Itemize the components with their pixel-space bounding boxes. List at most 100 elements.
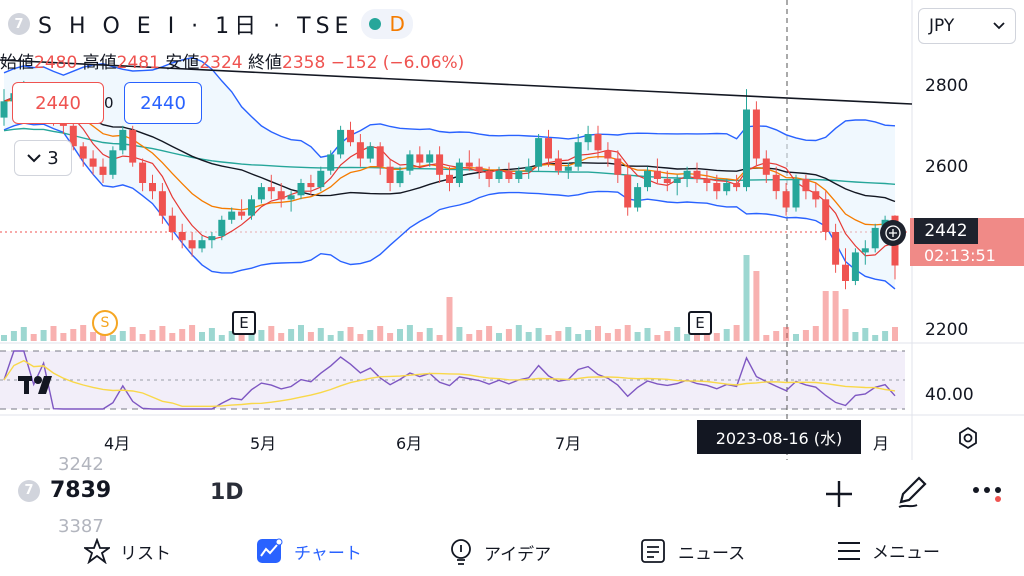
volume-bar xyxy=(90,332,97,341)
nav-chart[interactable]: チャート xyxy=(256,538,362,564)
low-label: 安値 xyxy=(165,53,200,73)
candle-body xyxy=(495,170,503,179)
candle-body xyxy=(129,129,137,163)
volume-bar xyxy=(258,330,265,341)
candle-body xyxy=(198,240,206,249)
rsi-band xyxy=(0,351,905,409)
trend-line[interactable] xyxy=(0,59,913,105)
add-alert-plus-icon[interactable] xyxy=(880,220,906,246)
split-marker[interactable]: S xyxy=(92,310,118,336)
earnings-marker[interactable]: E xyxy=(232,311,256,335)
candle-body xyxy=(822,199,830,232)
volume-bar xyxy=(802,330,809,341)
earnings-marker[interactable]: E xyxy=(688,311,712,335)
chart-canvas[interactable] xyxy=(0,0,1024,460)
volume-bar xyxy=(10,331,17,341)
price-tick-2800: 2800 xyxy=(925,76,969,96)
volume-bar xyxy=(119,331,126,341)
candle-body xyxy=(327,154,335,171)
plus-icon[interactable] xyxy=(823,478,855,510)
volume-bar xyxy=(347,327,354,341)
volume-bar xyxy=(763,335,770,341)
low-value: 2324 xyxy=(199,53,243,73)
candle-body xyxy=(584,134,592,143)
drawing-pen-icon[interactable] xyxy=(895,474,931,510)
rsi-scale-value: 40.00 xyxy=(925,385,974,405)
volume-bar xyxy=(515,325,522,341)
volume-bar xyxy=(317,328,324,341)
volume-bar xyxy=(298,325,304,341)
candle-body xyxy=(802,178,810,192)
symbol-title[interactable]: S H O E I · 1日 · TSE xyxy=(38,14,354,39)
candle-body xyxy=(475,166,483,171)
volume-bar xyxy=(604,333,611,341)
candle-body xyxy=(653,170,661,179)
chart-area[interactable] xyxy=(0,0,1024,460)
toolbar-symbol[interactable]: 7 7839 xyxy=(18,478,111,503)
candle-body xyxy=(842,264,849,281)
candle-body xyxy=(505,170,513,179)
currency-label: JPY xyxy=(929,16,955,36)
candle-body xyxy=(208,236,216,241)
menu-icon xyxy=(838,541,860,560)
rsi-lines xyxy=(3,350,896,410)
volume-bar xyxy=(189,325,196,341)
price-tick-2600: 2600 xyxy=(925,157,969,177)
volume-bar xyxy=(862,328,869,341)
volume-bar xyxy=(694,330,700,341)
tradingview-logo-icon xyxy=(18,376,52,394)
volume-bar xyxy=(624,325,631,341)
candle-body xyxy=(752,109,760,159)
interval-button[interactable]: 1D xyxy=(210,480,244,505)
candle-body xyxy=(317,170,325,188)
candle-body xyxy=(861,248,869,253)
rsi-line xyxy=(3,350,896,410)
candle-body xyxy=(406,154,414,171)
candle-body xyxy=(535,138,543,167)
volume-bar xyxy=(773,331,780,341)
volume-bar xyxy=(159,326,166,341)
volume-bar xyxy=(1,335,7,341)
nav-list[interactable]: リスト xyxy=(84,538,171,564)
volume-bar xyxy=(426,328,433,341)
currency-select[interactable]: JPY xyxy=(918,8,1016,44)
volume-bar xyxy=(545,335,552,341)
change-value: −152 (−6.06%) xyxy=(330,53,465,73)
ticker-code: 7839 xyxy=(50,478,112,503)
candle-body xyxy=(99,166,107,175)
candle-body xyxy=(455,162,463,183)
candle-body xyxy=(347,129,354,143)
volume-bar xyxy=(723,329,730,341)
chart-header: 7 S H O E I · 1日 · TSE D xyxy=(8,8,413,40)
nav-menu[interactable]: メニュー xyxy=(836,538,940,563)
news-icon xyxy=(641,539,665,563)
more-options-icon[interactable] xyxy=(970,484,1004,504)
volume-bars xyxy=(1,255,898,341)
indicators-toggle-button[interactable]: 3 xyxy=(14,140,72,176)
volume-bar xyxy=(139,334,146,341)
candle-body xyxy=(446,174,453,183)
candle-body xyxy=(634,187,642,208)
delayed-badge: D xyxy=(389,12,405,36)
candle-body xyxy=(832,232,840,265)
volume-bar xyxy=(40,330,47,341)
chart-settings-icon[interactable] xyxy=(956,426,980,450)
nav-label: メニュー xyxy=(872,543,940,563)
nav-news[interactable]: ニュース xyxy=(640,538,745,564)
ohlc-legend: 始値2480 高値2481 安値2324 終値2358 −152 (−6.06%… xyxy=(0,48,464,73)
chart-icon xyxy=(257,538,283,563)
candle-body xyxy=(515,170,523,179)
volume-bar xyxy=(822,291,829,341)
buy-button[interactable]: 2440 xyxy=(124,82,202,124)
market-status-toggle[interactable]: D xyxy=(361,9,413,39)
volume-bar xyxy=(496,333,502,341)
candle-body xyxy=(307,183,315,188)
volume-bar xyxy=(634,332,641,341)
candle-body xyxy=(158,191,166,216)
candle-body xyxy=(376,146,384,167)
sell-button[interactable]: 2440 xyxy=(12,82,104,124)
volume-bar xyxy=(169,333,176,341)
nav-ideas[interactable]: アイデア xyxy=(448,538,551,566)
candle-body xyxy=(386,166,394,183)
candle-body xyxy=(89,158,97,167)
